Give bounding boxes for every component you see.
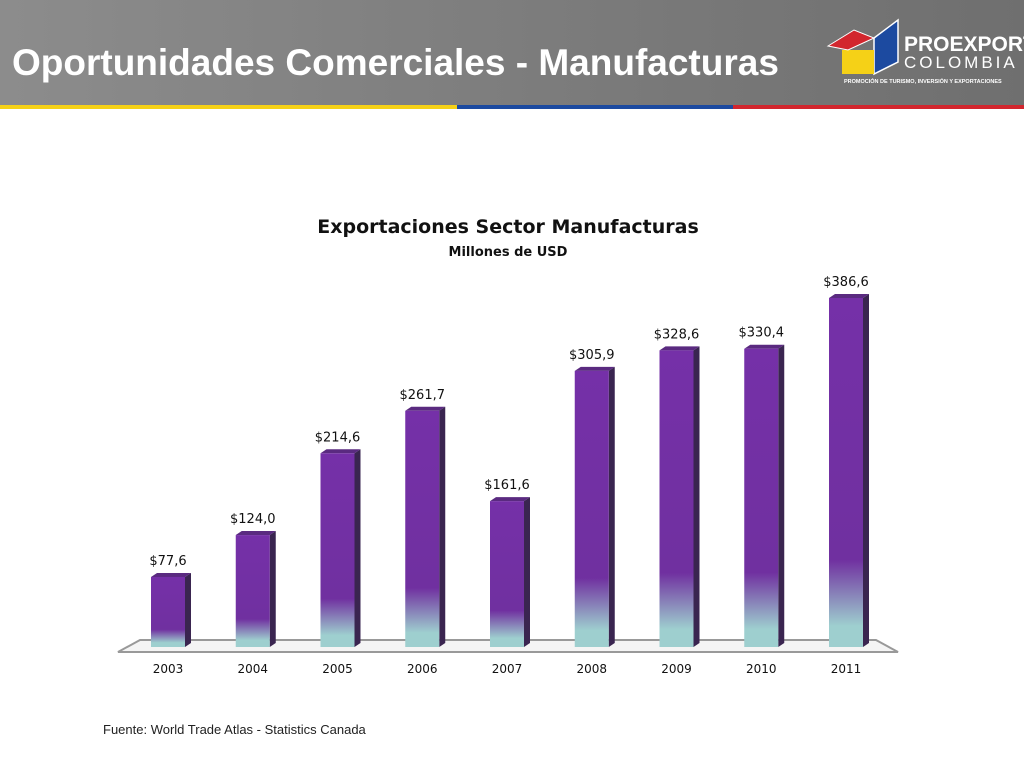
bar-top bbox=[574, 366, 615, 371]
x-tick-label: 2010 bbox=[746, 662, 777, 676]
data-label: $161,6 bbox=[484, 478, 530, 493]
color-stripe bbox=[0, 105, 1024, 109]
x-tick-label: 2008 bbox=[576, 662, 607, 676]
bar-2008 bbox=[574, 370, 609, 647]
bar-top bbox=[151, 572, 191, 577]
x-tick-label: 2009 bbox=[661, 662, 692, 676]
logo-house-icon bbox=[826, 18, 899, 76]
bar-side bbox=[354, 449, 361, 647]
bar-2005 bbox=[320, 453, 355, 647]
bar-top bbox=[405, 406, 446, 411]
bar-2006 bbox=[405, 410, 440, 647]
bar-top bbox=[320, 449, 361, 454]
data-label: $214,6 bbox=[315, 430, 361, 445]
data-label: $305,9 bbox=[569, 348, 615, 363]
bar-side bbox=[185, 572, 191, 647]
logo-tagline: PROMOCIÓN DE TURISMO, INVERSIÓN Y EXPORT… bbox=[844, 79, 1002, 85]
bar-2009 bbox=[659, 350, 694, 647]
data-label: $330,4 bbox=[739, 326, 785, 341]
chart-title: Exportaciones Sector Manufacturas bbox=[317, 216, 699, 238]
bar-2003 bbox=[151, 576, 185, 647]
x-tick-label: 2011 bbox=[831, 662, 862, 676]
data-label: $261,7 bbox=[400, 388, 446, 403]
bar-2010 bbox=[744, 348, 779, 647]
bar-top bbox=[829, 294, 869, 298]
bar-side bbox=[524, 497, 530, 647]
header-bar: Oportunidades Comerciales - Manufacturas… bbox=[0, 0, 1024, 105]
bar-side bbox=[608, 366, 615, 647]
x-tick-label: 2006 bbox=[407, 662, 438, 676]
bar-side bbox=[269, 531, 276, 647]
bar-side bbox=[693, 346, 700, 647]
bar-top bbox=[744, 344, 785, 349]
x-tick-label: 2003 bbox=[153, 662, 184, 676]
bar-2007 bbox=[490, 501, 524, 647]
logo-country: COLOMBIA bbox=[904, 53, 1018, 72]
bar-2004 bbox=[235, 535, 270, 647]
source-note: Fuente: World Trade Atlas - Statistics C… bbox=[103, 722, 366, 737]
x-tick-label: 2004 bbox=[237, 662, 268, 676]
bar-top bbox=[235, 531, 276, 536]
bar-side bbox=[778, 344, 785, 647]
bar-side bbox=[863, 294, 869, 647]
logo-name: PROEXPORT bbox=[904, 33, 1024, 56]
bar-top bbox=[659, 346, 700, 351]
data-label: $124,0 bbox=[230, 512, 276, 527]
data-label: $77,6 bbox=[149, 554, 186, 569]
proexport-logo: PROEXPORT COLOMBIA PROMOCIÓN DE TURISMO,… bbox=[826, 16, 1024, 92]
x-tick-label: 2007 bbox=[492, 662, 523, 676]
bar-2011 bbox=[829, 298, 863, 647]
bar-side bbox=[439, 406, 446, 647]
x-tick-label: 2005 bbox=[322, 662, 353, 676]
data-label: $386,6 bbox=[823, 275, 869, 290]
data-label: $328,6 bbox=[654, 327, 700, 342]
bar-top bbox=[490, 497, 530, 502]
page-title: Oportunidades Comerciales - Manufacturas bbox=[12, 42, 779, 83]
chart-subtitle: Millones de USD bbox=[449, 245, 568, 260]
